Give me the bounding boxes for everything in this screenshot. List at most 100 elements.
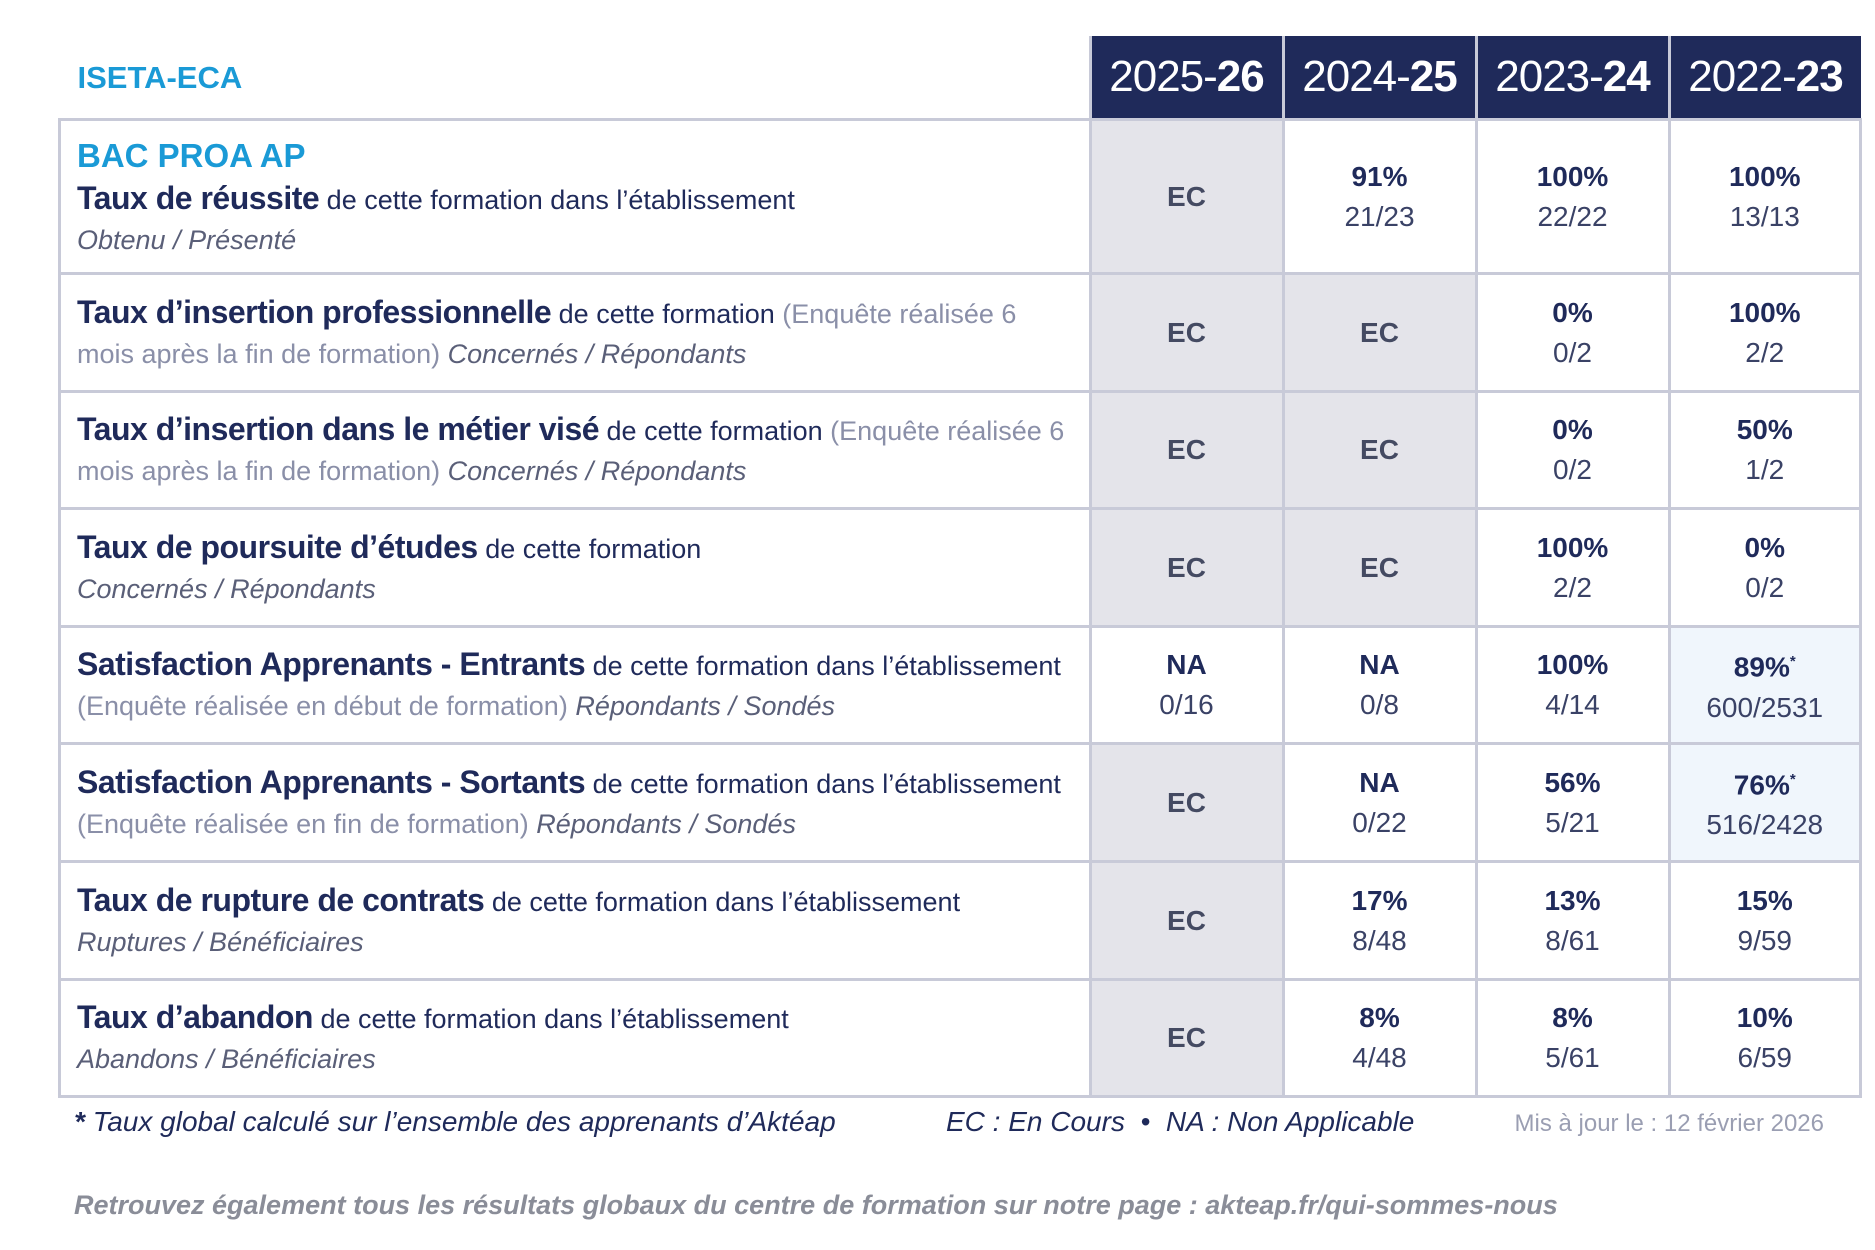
rate: 100% — [1479, 645, 1667, 685]
rate: 13% — [1479, 881, 1667, 921]
rate: 8% — [1286, 998, 1474, 1038]
rate-value: EC — [1167, 551, 1206, 583]
rate: 100% — [1479, 157, 1667, 197]
description: de cette formation — [477, 533, 702, 564]
rate: 100% — [1479, 528, 1667, 568]
value-cell: 8% 4/48 — [1281, 978, 1478, 1098]
link-note: Retrouvez également tous les résultats g… — [74, 1190, 1558, 1220]
year-start: 2025- — [1109, 52, 1218, 101]
row-label: Satisfaction Apprenants - Sortants de ce… — [58, 742, 1092, 863]
ratio: 22/22 — [1537, 200, 1608, 232]
row: Taux de poursuite d’études de cette form… — [58, 507, 1862, 628]
rate-value: 56% — [1544, 766, 1601, 798]
ratio-label: Répondants / Sondés — [567, 691, 836, 721]
rate: 89%* — [1672, 642, 1859, 687]
value-cell: 0% 0/2 — [1667, 507, 1862, 628]
rate-value: EC — [1360, 551, 1399, 583]
ratio-label: Abandons / Bénéficiaires — [77, 1044, 376, 1074]
row: Satisfaction Apprenants - Sortants de ce… — [58, 742, 1862, 863]
description: de cette formation dans l’établissement — [319, 184, 795, 215]
value-cell: 91% 21/23 — [1281, 118, 1478, 275]
ratio: 600/2531 — [1706, 691, 1824, 723]
ratio: 8/61 — [1545, 924, 1600, 956]
asterisk: * — [1789, 770, 1796, 788]
value-cell: EC — [1088, 742, 1285, 863]
footnote: * Taux global calculé sur l’ensemble des… — [74, 1106, 836, 1138]
ratio: 5/21 — [1545, 806, 1600, 838]
row-label: Taux d’abandon de cette formation dans l… — [58, 978, 1092, 1098]
value-cell: EC — [1088, 390, 1285, 510]
ratio: 21/23 — [1344, 200, 1415, 232]
ratio: 8/48 — [1352, 924, 1407, 956]
year-end: 26 — [1216, 52, 1265, 101]
rate: NA — [1286, 763, 1474, 803]
description: de cette formation dans l’établissement — [484, 886, 961, 917]
rate: EC — [1093, 548, 1281, 588]
survey-note: (Enquête réalisée 6 mois après la fin de… — [77, 298, 1017, 369]
row: Satisfaction Apprenants - Entrants de ce… — [58, 625, 1862, 745]
indicator: Taux d’insertion professionnelle — [77, 293, 552, 330]
program: BAC PROA AP — [77, 136, 306, 174]
results-table: ISETA-ECA 2025-26 2024-25 2023-24 2022-23 BA… — [58, 36, 1862, 1098]
rate: 17% — [1286, 881, 1474, 921]
ratio: 13/13 — [1729, 200, 1800, 232]
ratio: 2/2 — [1745, 336, 1785, 368]
rate-value: 15% — [1736, 884, 1793, 916]
indicator: Taux de réussite — [77, 179, 320, 216]
updated: Mis à jour le : 12 février 2026 — [1514, 1110, 1824, 1137]
indicator: Satisfaction Apprenants - Entrants — [77, 646, 586, 682]
row-label: Satisfaction Apprenants - Entrants de ce… — [58, 625, 1092, 745]
year-header: 2024-25 — [1281, 36, 1476, 120]
rate-value: NA — [1359, 649, 1400, 680]
row: Taux de rupture de contrats de cette for… — [58, 860, 1862, 981]
value-cell: EC — [1281, 272, 1478, 393]
rate-value: EC — [1167, 786, 1206, 818]
rate-value: 91% — [1351, 160, 1408, 192]
value-cell: 15% 9/59 — [1667, 860, 1862, 981]
value-cell: EC — [1281, 390, 1478, 510]
rate-value: EC — [1167, 1022, 1206, 1053]
indicator: Taux d’insertion dans le métier visé — [77, 411, 600, 447]
rate-value: NA — [1166, 649, 1207, 680]
rate-value: 8% — [1359, 1002, 1400, 1033]
row-label: Taux de poursuite d’études de cette form… — [58, 507, 1092, 628]
rate: 91% — [1286, 157, 1474, 197]
value-cell: 100% 4/14 — [1474, 625, 1671, 745]
rate: EC — [1286, 313, 1474, 353]
rate: 0% — [1672, 528, 1859, 568]
rate: 8% — [1479, 998, 1667, 1038]
value-cell: EC — [1088, 860, 1285, 981]
ratio: 4/14 — [1545, 689, 1600, 720]
year-end: 24 — [1602, 52, 1651, 101]
rate-value: 100% — [1536, 649, 1609, 680]
rate: 10% — [1672, 998, 1859, 1038]
value-cell: 8% 5/61 — [1474, 978, 1671, 1098]
rate-value: 100% — [1728, 160, 1801, 192]
rate: 0% — [1479, 293, 1667, 333]
year-end: 25 — [1409, 52, 1458, 101]
ratio-label: Concernés / Répondants — [77, 573, 376, 604]
rate-value: NA — [1359, 766, 1400, 798]
row-label: BAC PROA AP Taux de réussite de cette for… — [58, 118, 1092, 275]
year-start: 2022- — [1688, 52, 1797, 101]
indicator: Taux d’abandon — [77, 999, 313, 1035]
description: de cette formation dans l’établissement — [585, 768, 1061, 799]
value-cell: NA 0/8 — [1281, 625, 1478, 745]
value-cell: 100% 2/2 — [1474, 507, 1671, 628]
rate: EC — [1093, 177, 1281, 217]
rate: 50% — [1672, 410, 1859, 450]
rate-value: 100% — [1536, 160, 1609, 192]
rate: 0% — [1479, 410, 1667, 450]
value-cell: EC — [1281, 507, 1478, 628]
ratio-label: Concernés / Répondants — [440, 456, 747, 486]
ratio-label: Ruptures / Bénéficiaires — [77, 926, 364, 957]
value-cell: EC — [1088, 272, 1285, 393]
value-cell: 10% 6/59 — [1667, 978, 1862, 1098]
rate: NA — [1093, 645, 1281, 685]
rate: EC — [1093, 783, 1281, 823]
rate-value: EC — [1167, 904, 1206, 936]
value-cell: NA 0/22 — [1281, 742, 1478, 863]
rate: EC — [1093, 901, 1281, 941]
year-header: 2022-23 — [1667, 36, 1861, 120]
